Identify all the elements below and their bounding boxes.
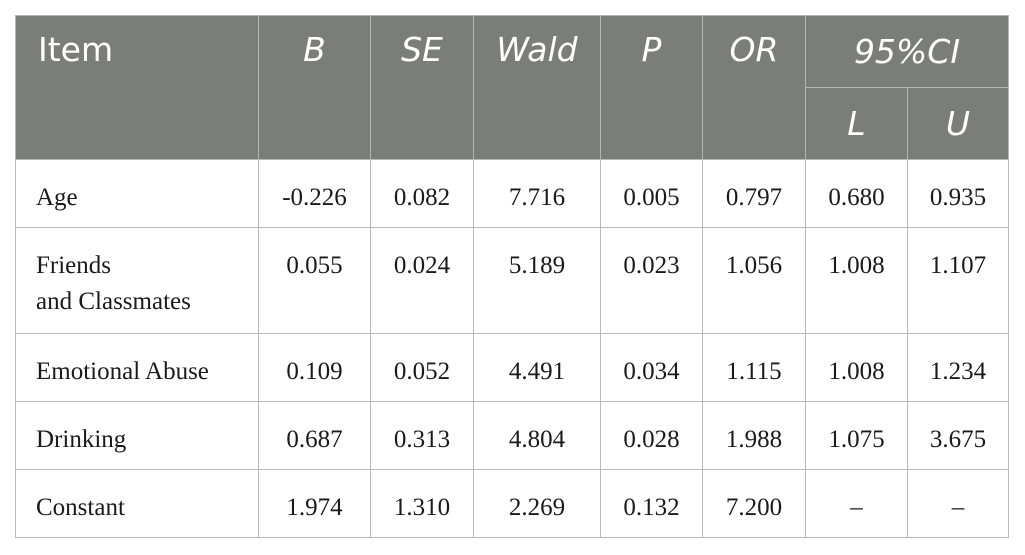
cell-p: 0.005 — [600, 159, 703, 228]
header-se: SE — [370, 15, 474, 160]
cell-ci-upper: 1.234 — [907, 333, 1009, 402]
regression-table-container: Item B SE Wald P OR 95%CI L U Age -0.226… — [15, 15, 1009, 538]
cell-ci-upper: 0.935 — [907, 159, 1009, 228]
header-ci-upper: U — [907, 87, 1009, 160]
cell-se: 0.082 — [370, 159, 474, 228]
cell-wald: 4.491 — [473, 333, 601, 402]
table-header: Item B SE Wald P OR 95%CI L U — [15, 15, 1009, 160]
cell-b: 0.687 — [258, 401, 371, 470]
cell-p: 0.028 — [600, 401, 703, 470]
cell-p: 0.132 — [600, 469, 703, 538]
cell-wald: 2.269 — [473, 469, 601, 538]
header-item: Item — [15, 15, 259, 160]
header-p: P — [600, 15, 703, 160]
cell-ci-upper: 1.107 — [907, 227, 1009, 334]
table-row: Age -0.226 0.082 7.716 0.005 0.797 0.680… — [15, 159, 1009, 228]
cell-wald: 4.804 — [473, 401, 601, 470]
cell-or: 1.056 — [702, 227, 806, 334]
table-row: Friends and Classmates 0.055 0.024 5.189 … — [15, 227, 1009, 334]
cell-item: Age — [15, 159, 259, 228]
table-body: Age -0.226 0.082 7.716 0.005 0.797 0.680… — [15, 159, 1009, 538]
cell-or: 7.200 — [702, 469, 806, 538]
cell-ci-lower: – — [805, 469, 908, 538]
cell-ci-lower: 0.680 — [805, 159, 908, 228]
cell-or: 0.797 — [702, 159, 806, 228]
cell-item: Constant — [15, 469, 259, 538]
cell-item: Friends and Classmates — [15, 227, 259, 334]
cell-item-line2: and Classmates — [36, 288, 191, 315]
cell-p: 0.034 — [600, 333, 703, 402]
cell-item: Emotional Abuse — [15, 333, 259, 402]
cell-b: 0.055 — [258, 227, 371, 334]
cell-wald: 5.189 — [473, 227, 601, 334]
table-row: Emotional Abuse 0.109 0.052 4.491 0.034 … — [15, 333, 1009, 402]
cell-ci-upper: 3.675 — [907, 401, 1009, 470]
cell-wald: 7.716 — [473, 159, 601, 228]
cell-se: 0.313 — [370, 401, 474, 470]
cell-b: -0.226 — [258, 159, 371, 228]
table-row: Constant 1.974 1.310 2.269 0.132 7.200 –… — [15, 469, 1009, 538]
cell-item-line1: Friends — [36, 252, 111, 279]
header-ci-lower: L — [805, 87, 908, 160]
cell-ci-lower: 1.008 — [805, 333, 908, 402]
header-or: OR — [702, 15, 806, 160]
table-row: Drinking 0.687 0.313 4.804 0.028 1.988 1… — [15, 401, 1009, 470]
cell-b: 1.974 — [258, 469, 371, 538]
cell-p: 0.023 — [600, 227, 703, 334]
cell-se: 1.310 — [370, 469, 474, 538]
cell-se: 0.024 — [370, 227, 474, 334]
logistic-regression-table: Item B SE Wald P OR 95%CI L U Age -0.226… — [15, 15, 1009, 538]
cell-ci-lower: 1.075 — [805, 401, 908, 470]
header-wald: Wald — [473, 15, 601, 160]
cell-or: 1.115 — [702, 333, 806, 402]
cell-item: Drinking — [15, 401, 259, 470]
cell-b: 0.109 — [258, 333, 371, 402]
cell-ci-upper: – — [907, 469, 1009, 538]
cell-se: 0.052 — [370, 333, 474, 402]
cell-or: 1.988 — [702, 401, 806, 470]
header-b: B — [258, 15, 371, 160]
header-95-ci: 95%CI — [805, 15, 1009, 88]
cell-ci-lower: 1.008 — [805, 227, 908, 334]
